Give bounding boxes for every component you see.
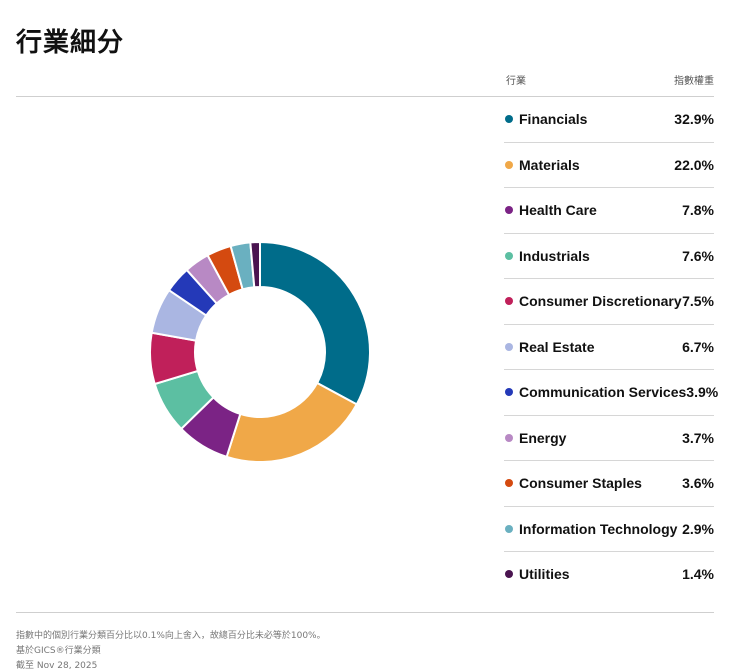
legend-value: 3.6% — [682, 475, 714, 492]
sector-legend: Financials 32.9% Materials 22.0% Health Care… — [504, 97, 718, 597]
legend-dot-icon — [505, 115, 513, 124]
donut-slice-materials[interactable] — [225, 381, 359, 463]
legend-value: 2.9% — [682, 520, 714, 537]
legend-value: 7.6% — [682, 247, 714, 264]
legend-label: Real Estate — [519, 338, 595, 355]
legend-dot-icon — [505, 433, 513, 442]
column-header-sector: 行業 — [506, 76, 526, 87]
legend-value: 1.4% — [682, 566, 714, 583]
legend-item-consumer-discretionary[interactable]: Consumer Discretionary 7.5% — [504, 279, 714, 325]
legend-item-information-technology[interactable]: Information Technology 2.9% — [504, 507, 714, 552]
top-divider — [16, 96, 714, 97]
legend-label: Industrials — [519, 247, 590, 264]
donut-slice-financials[interactable] — [259, 240, 371, 406]
donut-slice-utilities[interactable] — [249, 240, 261, 289]
bottom-divider — [16, 612, 714, 613]
legend-item-communication-services[interactable]: Communication Services 3.9% — [504, 370, 718, 416]
legend-value: 32.9% — [674, 111, 714, 128]
legend-label: Utilities — [519, 566, 570, 583]
column-header-weight: 指數權重 — [674, 76, 714, 87]
sector-donut-chart — [140, 232, 380, 472]
legend-value: 3.9% — [686, 384, 719, 401]
legend-dot-icon — [505, 251, 513, 260]
legend-dot-icon — [505, 206, 513, 215]
legend-label: Materials — [519, 156, 580, 173]
legend-label: Consumer Staples — [519, 475, 642, 492]
legend-item-energy[interactable]: Energy 3.7% — [504, 416, 714, 461]
footnote-gics: 基於GICS®行業分類 — [16, 646, 101, 656]
legend-label: Health Care — [519, 202, 597, 219]
legend-item-materials[interactable]: Materials 22.0% — [504, 143, 714, 188]
legend-dot-icon — [505, 342, 513, 351]
legend-value: 7.5% — [682, 293, 714, 310]
legend-label: Information Technology — [519, 520, 678, 537]
legend-item-consumer-staples[interactable]: Consumer Staples 3.6% — [504, 461, 714, 507]
footnote-rounding: 指數中的個別行業分類百分比以0.1%向上舍入，故總百分比未必等於100%。 — [16, 631, 326, 641]
legend-label: Consumer Discretionary — [519, 293, 682, 310]
legend-label: Financials — [519, 111, 588, 128]
donut-svg — [149, 240, 371, 463]
legend-item-health-care[interactable]: Health Care 7.8% — [504, 188, 714, 234]
legend-value: 22.0% — [674, 156, 714, 173]
legend-item-real-estate[interactable]: Real Estate 6.7% — [504, 325, 714, 370]
legend-dot-icon — [505, 297, 513, 306]
legend-dot-icon — [505, 570, 513, 579]
legend-item-utilities[interactable]: Utilities 1.4% — [504, 552, 714, 597]
legend-dot-icon — [505, 524, 513, 533]
legend-value: 7.8% — [682, 202, 714, 219]
legend-item-financials[interactable]: Financials 32.9% — [504, 97, 714, 143]
legend-dot-icon — [505, 160, 513, 169]
legend-dot-icon — [505, 479, 513, 488]
legend-label: Energy — [519, 429, 567, 446]
legend-value: 6.7% — [682, 338, 714, 355]
legend-item-industrials[interactable]: Industrials 7.6% — [504, 234, 714, 279]
legend-label: Communication Services — [519, 384, 687, 401]
legend-dot-icon — [505, 388, 513, 397]
footnote-date: 截至 Nov 28, 2025 — [16, 661, 98, 671]
page-title: 行業細分 — [16, 28, 125, 58]
legend-value: 3.7% — [682, 429, 714, 446]
